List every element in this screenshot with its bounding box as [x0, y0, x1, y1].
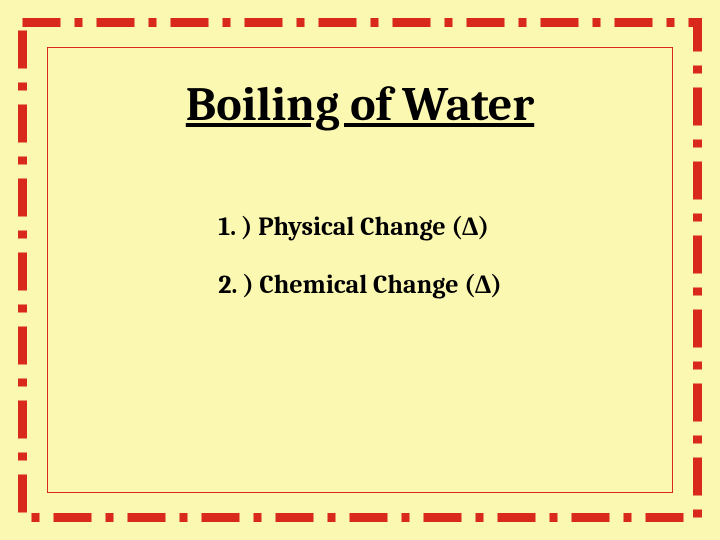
slide: Boiling of Water 1. ) Physical Change (Δ… — [0, 0, 720, 540]
option-physical-change: 1. ) Physical Change (Δ) — [218, 212, 502, 242]
option-chemical-change: 2. ) Chemical Change (Δ) — [218, 270, 502, 300]
slide-content: Boiling of Water 1. ) Physical Change (Δ… — [47, 47, 673, 493]
slide-title: Boiling of Water — [47, 77, 673, 132]
options-list: 1. ) Physical Change (Δ) 2. ) Chemical C… — [218, 212, 502, 328]
